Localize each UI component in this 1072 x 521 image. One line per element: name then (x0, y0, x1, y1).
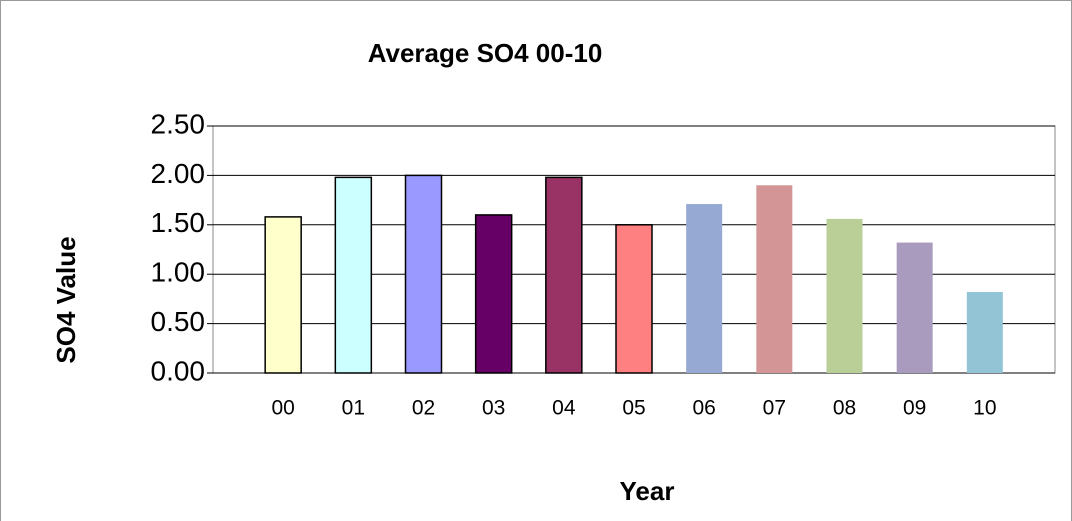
x-tick-label: 06 (692, 397, 715, 420)
bar (686, 204, 723, 373)
y-tick-label: 0.50 (151, 306, 206, 337)
x-tick-label: 10 (973, 397, 996, 420)
y-axis-label: SO4 Value (51, 236, 81, 363)
x-tick-label: 01 (342, 397, 365, 420)
y-tick-label: 1.00 (151, 257, 206, 288)
bar (615, 224, 653, 374)
y-tick-label: 2.50 (151, 108, 206, 139)
bar (474, 214, 513, 374)
x-axis-label: Year (620, 476, 675, 506)
x-tick-label: 04 (552, 397, 576, 420)
bar (826, 218, 863, 373)
bar (264, 216, 302, 374)
x-tick-label: 02 (412, 397, 435, 420)
bar (334, 176, 373, 374)
y-tick-label: 1.50 (151, 207, 206, 238)
bar (966, 291, 1003, 373)
x-tick-label: 09 (903, 397, 926, 420)
y-tick-label: 2.00 (151, 158, 206, 189)
chart-title: Average SO4 00-10 (368, 38, 603, 68)
bar (896, 242, 933, 373)
bar (404, 174, 443, 374)
x-tick-label: 05 (622, 397, 645, 420)
bar (756, 185, 793, 373)
x-tick-label: 00 (271, 397, 294, 420)
x-tick-label: 03 (482, 397, 505, 420)
y-tick-label: 0.00 (151, 355, 206, 386)
bar (545, 176, 583, 374)
x-tick-label: 08 (833, 397, 856, 420)
x-tick-label: 07 (763, 397, 786, 420)
